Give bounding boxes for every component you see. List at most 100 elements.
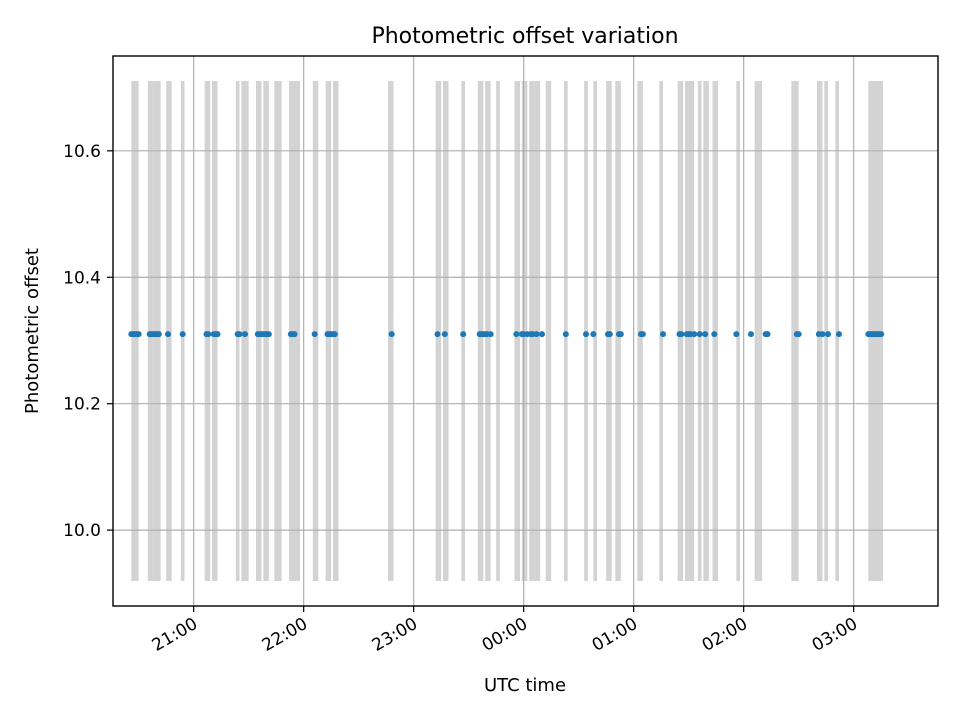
y-tick-label: 10.2	[63, 395, 101, 415]
grid-lines	[113, 56, 938, 606]
shaded-band	[545, 81, 552, 581]
data-point	[606, 331, 613, 338]
shaded-band	[443, 81, 449, 581]
plot-frame	[112, 55, 939, 607]
shaded-band	[477, 81, 484, 581]
shaded-band	[703, 81, 709, 581]
shaded-band	[677, 81, 684, 581]
chart-title: Photometric offset variation	[371, 24, 678, 49]
data-point	[678, 331, 685, 338]
shaded-band	[685, 81, 691, 581]
shaded-band	[131, 81, 139, 581]
shaded-band	[615, 81, 621, 581]
data-point	[696, 331, 703, 338]
data-point	[214, 331, 221, 338]
shaded-band	[274, 81, 282, 581]
shaded-band	[325, 81, 332, 581]
data-point	[205, 331, 212, 338]
shaded-bands	[131, 81, 883, 581]
shaded-band	[697, 81, 702, 581]
shaded-band	[817, 81, 823, 581]
shaded-band	[637, 81, 643, 581]
shaded-band	[791, 81, 799, 581]
shaded-band	[204, 81, 211, 581]
data-point	[236, 331, 243, 338]
y-tick-label: 10.4	[63, 268, 101, 288]
shaded-band	[736, 81, 740, 581]
data-point	[291, 331, 298, 338]
data-point	[748, 331, 754, 338]
data-point	[878, 331, 885, 338]
y-tick-label: 10.0	[63, 521, 101, 541]
data-point	[265, 331, 272, 338]
y-axis-ticks: 10.0 10.2 10.4 10.6	[63, 142, 113, 541]
x-axis-label: UTC time	[484, 675, 566, 696]
data-point	[733, 331, 740, 338]
data-point	[460, 331, 467, 338]
data-point	[388, 331, 395, 338]
shaded-band	[461, 81, 465, 581]
data-points	[128, 331, 885, 338]
shaded-band	[564, 81, 568, 581]
data-point	[539, 331, 545, 338]
shaded-band	[212, 81, 218, 581]
data-point	[179, 331, 186, 338]
data-point	[155, 331, 162, 338]
shaded-band	[180, 81, 185, 581]
data-point	[764, 331, 771, 338]
shaded-band	[153, 81, 161, 581]
data-point	[711, 331, 718, 338]
shaded-band	[485, 81, 491, 581]
shaded-band	[534, 81, 541, 581]
data-point	[691, 331, 698, 338]
shaded-band	[256, 81, 262, 581]
shaded-band	[529, 81, 535, 581]
data-point	[434, 331, 441, 338]
y-tick-label: 10.6	[63, 142, 101, 162]
shaded-band	[289, 81, 295, 581]
data-point	[617, 331, 624, 338]
shaded-band	[521, 81, 528, 581]
shaded-band	[435, 81, 442, 581]
data-point	[590, 331, 597, 338]
shaded-band	[868, 81, 883, 581]
data-point	[639, 331, 646, 338]
data-point	[513, 331, 520, 338]
data-point	[441, 331, 448, 338]
shaded-band	[496, 81, 500, 581]
shaded-band	[754, 81, 759, 581]
shaded-band	[166, 81, 172, 581]
shaded-band	[147, 81, 154, 581]
data-point	[562, 331, 569, 338]
shaded-band	[333, 81, 339, 581]
y-axis-label: Photometric offset	[22, 248, 43, 414]
data-point	[660, 331, 666, 338]
data-point	[836, 331, 842, 338]
shaded-band	[835, 81, 839, 581]
data-point	[702, 331, 709, 338]
shaded-band	[584, 81, 588, 581]
shaded-band	[312, 81, 319, 581]
data-point	[487, 331, 494, 338]
data-point	[533, 331, 540, 338]
shaded-band	[659, 81, 663, 581]
data-point	[819, 331, 826, 338]
data-point	[242, 331, 248, 338]
data-point	[135, 331, 142, 338]
data-point	[583, 331, 589, 338]
shaded-band	[235, 81, 240, 581]
shaded-band	[712, 81, 718, 581]
shaded-band	[758, 81, 762, 581]
data-point	[795, 331, 802, 338]
data-point	[331, 331, 338, 338]
shaded-band	[388, 81, 394, 581]
shaded-band	[690, 81, 695, 581]
data-point	[311, 331, 318, 338]
data-point	[165, 331, 171, 338]
shaded-band	[606, 81, 612, 581]
shaded-band	[241, 81, 249, 581]
shaded-band	[824, 81, 828, 581]
shaded-band	[514, 81, 520, 581]
shaded-band	[263, 81, 269, 581]
